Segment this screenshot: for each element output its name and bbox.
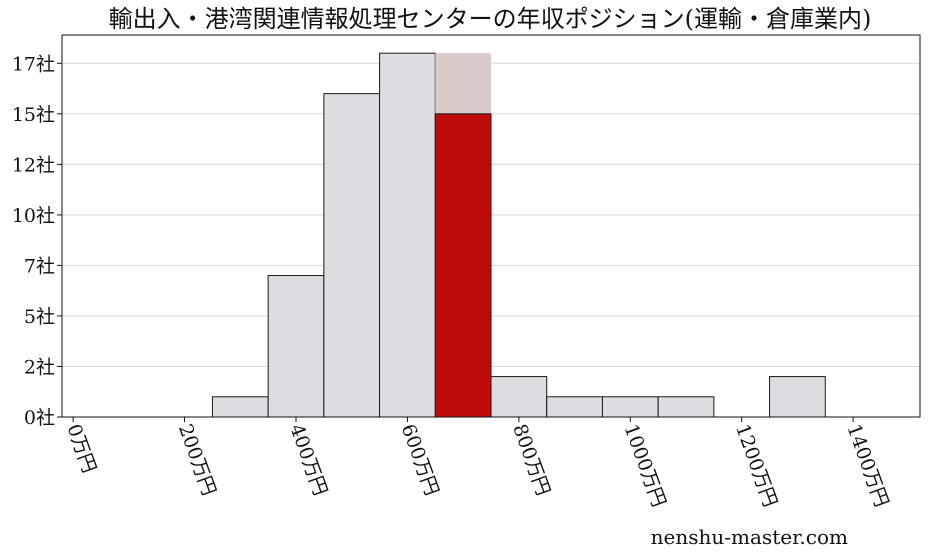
bar	[769, 376, 826, 418]
x-tick-label: 1200万円	[731, 421, 781, 510]
bar	[323, 93, 381, 418]
x-tick-label: 400万円	[285, 421, 331, 498]
x-tick-label: 0万円	[62, 421, 100, 476]
chart-title: 輸出入・港湾関連情報処理センターの年収ポジション(運輸・倉庫業内)	[109, 5, 872, 33]
y-tick-label: 0社	[24, 407, 55, 429]
x-tick-label: 600万円	[397, 421, 443, 498]
bar	[379, 52, 436, 418]
y-tick-label: 5社	[24, 306, 55, 328]
bars	[211, 52, 826, 418]
x-tick-label: 1400万円	[842, 421, 892, 510]
y-axis: 0社 2社 5社 7社 10社 12社 15社 17社	[12, 53, 62, 429]
highlight-bar	[434, 113, 492, 418]
x-axis: 0万円 200万円 400万円 600万円 800万円 1000万円 1200万円 1400万…	[62, 417, 893, 510]
y-tick-label: 17社	[12, 53, 55, 75]
bar	[211, 396, 269, 418]
bar	[490, 376, 548, 418]
x-tick-label: 800万円	[508, 421, 554, 498]
bar	[546, 396, 603, 418]
bar	[657, 396, 715, 418]
x-tick-label: 200万円	[174, 421, 220, 498]
y-tick-label: 2社	[24, 356, 55, 378]
x-tick-label: 1000万円	[620, 421, 670, 510]
watermark: nenshu-master.com	[651, 525, 848, 549]
bar	[601, 396, 659, 418]
y-tick-label: 10社	[12, 205, 55, 227]
y-tick-label: 15社	[12, 104, 55, 126]
plot-frame	[61, 34, 921, 418]
y-tick-label: 7社	[24, 255, 55, 277]
bar	[267, 275, 325, 418]
y-tick-label: 12社	[12, 154, 55, 176]
